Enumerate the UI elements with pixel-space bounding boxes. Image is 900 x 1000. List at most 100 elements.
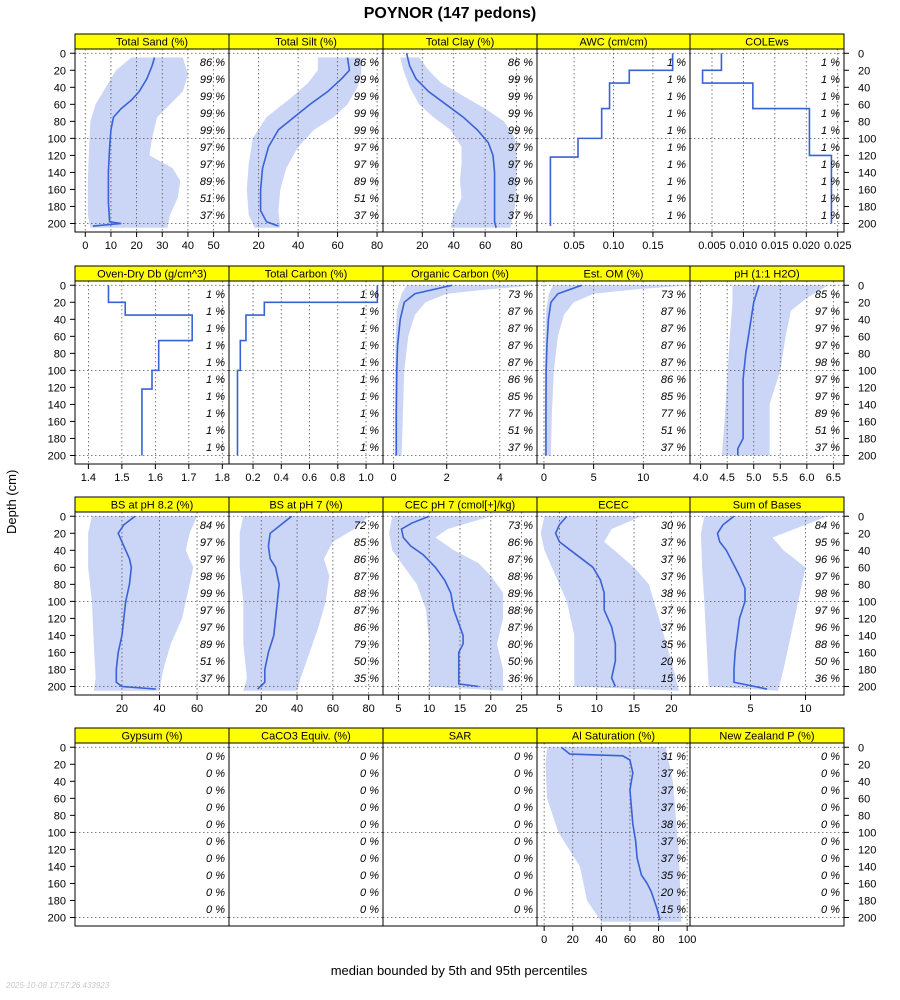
pct-label: 1 %: [360, 323, 379, 335]
y-tick-label-left: 0: [60, 48, 66, 60]
pct-label: 73 %: [508, 520, 533, 532]
y-tick-label-left: 40: [54, 776, 66, 788]
y-tick-label-right: 200: [858, 912, 876, 924]
y-tick-label-left: 180: [48, 433, 66, 445]
x-tick-label: 80: [652, 934, 664, 946]
pct-label: 1 %: [360, 289, 379, 301]
strip-label-bs-at-ph-7: BS at pH 7 (%): [269, 500, 342, 512]
x-tick-label: 5.0: [746, 472, 761, 484]
pct-label: 99 %: [508, 91, 533, 103]
pct-label: 99 %: [200, 108, 225, 120]
y-tick-label-right: 120: [858, 844, 876, 856]
x-tick-label: 40: [182, 240, 194, 252]
strip-label-oven-dry-db-g-cm-3: Oven-Dry Db (g/cm^3): [97, 269, 207, 281]
x-tick-label: 40: [448, 240, 460, 252]
pct-label: 37 %: [661, 802, 686, 814]
pct-label: 88 %: [508, 571, 533, 583]
x-axis-label: median bounded by 5th and 95th percentil…: [330, 963, 588, 978]
median-line-total-carbon: [236, 285, 379, 456]
pct-label: 0 %: [206, 768, 225, 780]
pct-label: 1 %: [667, 108, 686, 120]
x-tick-label: 0.025: [824, 240, 852, 252]
y-tick-label-left: 160: [48, 878, 66, 890]
pct-label: 51 %: [815, 425, 840, 437]
pct-label: 97 %: [815, 306, 840, 318]
pct-label: 1 %: [821, 193, 840, 205]
x-tick-label: 0.4: [274, 472, 289, 484]
y-tick-label-left: 40: [54, 82, 66, 94]
pct-label: 1 %: [667, 57, 686, 69]
pct-label: 98 %: [815, 588, 840, 600]
pct-label: 51 %: [508, 425, 533, 437]
x-tick-label: 2: [444, 472, 450, 484]
pct-label: 99 %: [200, 125, 225, 137]
y-tick-label-left: 180: [48, 664, 66, 676]
pct-label: 0 %: [360, 768, 379, 780]
pct-label: 1 %: [667, 193, 686, 205]
x-tick-label: 60: [327, 703, 339, 715]
y-tick-label-left: 60: [54, 99, 66, 111]
y-tick-label-right: 160: [858, 647, 876, 659]
strip-label-organic-carbon: Organic Carbon (%): [411, 269, 509, 281]
pct-label: 97 %: [354, 159, 379, 171]
y-tick-label-right: 100: [858, 365, 876, 377]
pct-label: 0 %: [514, 853, 533, 865]
x-tick-label: 25: [515, 703, 527, 715]
pct-label: 1 %: [667, 210, 686, 222]
pct-label: 97 %: [200, 537, 225, 549]
x-tick-label: 1.8: [215, 472, 230, 484]
y-tick-label-right: 160: [858, 416, 876, 428]
median-line-awc-cm-cm: [549, 53, 674, 227]
x-tick-label: 40: [153, 703, 165, 715]
x-tick-label: 50: [207, 240, 219, 252]
strip-label-new-zealand-p: New Zealand P (%): [719, 731, 814, 743]
x-tick-label: 0.05: [563, 240, 584, 252]
panel-bs-at-ph-7: BS at pH 7 (%) 72 % 85 % 86 % 87 % 88 % 87 % 86…: [228, 496, 384, 715]
x-tick-label: 0.015: [761, 240, 789, 252]
pct-label: 0 %: [514, 768, 533, 780]
panel-gypsum: Gypsum (%) 0 % 0 % 0 % 0 % 0 % 0 % 0 % 0 % 0 % 0 %: [74, 727, 230, 927]
median-line-organic-carbon: [395, 284, 453, 456]
pct-label: 0 %: [514, 785, 533, 797]
pct-label: 99 %: [200, 91, 225, 103]
pct-label: 1 %: [360, 340, 379, 352]
y-tick-label-right: 180: [858, 895, 876, 907]
pct-label: 87 %: [661, 306, 686, 318]
pct-label: 87 %: [661, 323, 686, 335]
y-tick-label-right: 0: [858, 511, 864, 523]
strip-label-ecec: ECEC: [598, 500, 629, 512]
pct-label: 0 %: [514, 836, 533, 848]
pct-label: 98 %: [200, 571, 225, 583]
pct-label: 37 %: [661, 853, 686, 865]
pct-label: 0 %: [360, 751, 379, 763]
pct-label: 51 %: [661, 425, 686, 437]
panel-border: [689, 280, 845, 465]
x-tick-label: 0.2: [245, 472, 260, 484]
x-tick-label: 60: [624, 934, 636, 946]
pct-label: 97 %: [508, 142, 533, 154]
pct-label: 99 %: [354, 108, 379, 120]
x-tick-label: 60: [479, 240, 491, 252]
pct-label: 87 %: [661, 357, 686, 369]
median-line-total-silt: [259, 57, 351, 227]
pct-label: 97 %: [815, 340, 840, 352]
y-tick-label-right: 80: [858, 116, 870, 128]
x-tick-label: 20: [116, 703, 128, 715]
band-ecec: [540, 516, 679, 691]
panel-al-saturation: Al Saturation (%) 31 % 37 % 37 % 37 % 38 % 37 …: [536, 727, 696, 946]
y-tick-label-left: 180: [48, 201, 66, 213]
y-tick-label-right: 100: [858, 596, 876, 608]
y-tick-label-right: 60: [858, 793, 870, 805]
pct-label: 89 %: [200, 176, 225, 188]
y-tick-label-left: 20: [54, 65, 66, 77]
pct-label: 87 %: [508, 340, 533, 352]
y-tick-label-right: 80: [858, 579, 870, 591]
pct-label: 1 %: [360, 391, 379, 403]
strip-label-al-saturation: Al Saturation (%): [572, 731, 655, 743]
pct-label: 50 %: [815, 656, 840, 668]
pct-label: 87 %: [354, 571, 379, 583]
pct-label: 0 %: [821, 819, 840, 831]
pct-label: 0 %: [821, 751, 840, 763]
panel-total-clay: Total Clay (%) 86 % 99 % 99 % 99 % 99 % 97 % 97…: [382, 33, 538, 252]
pct-label: 96 %: [815, 622, 840, 634]
